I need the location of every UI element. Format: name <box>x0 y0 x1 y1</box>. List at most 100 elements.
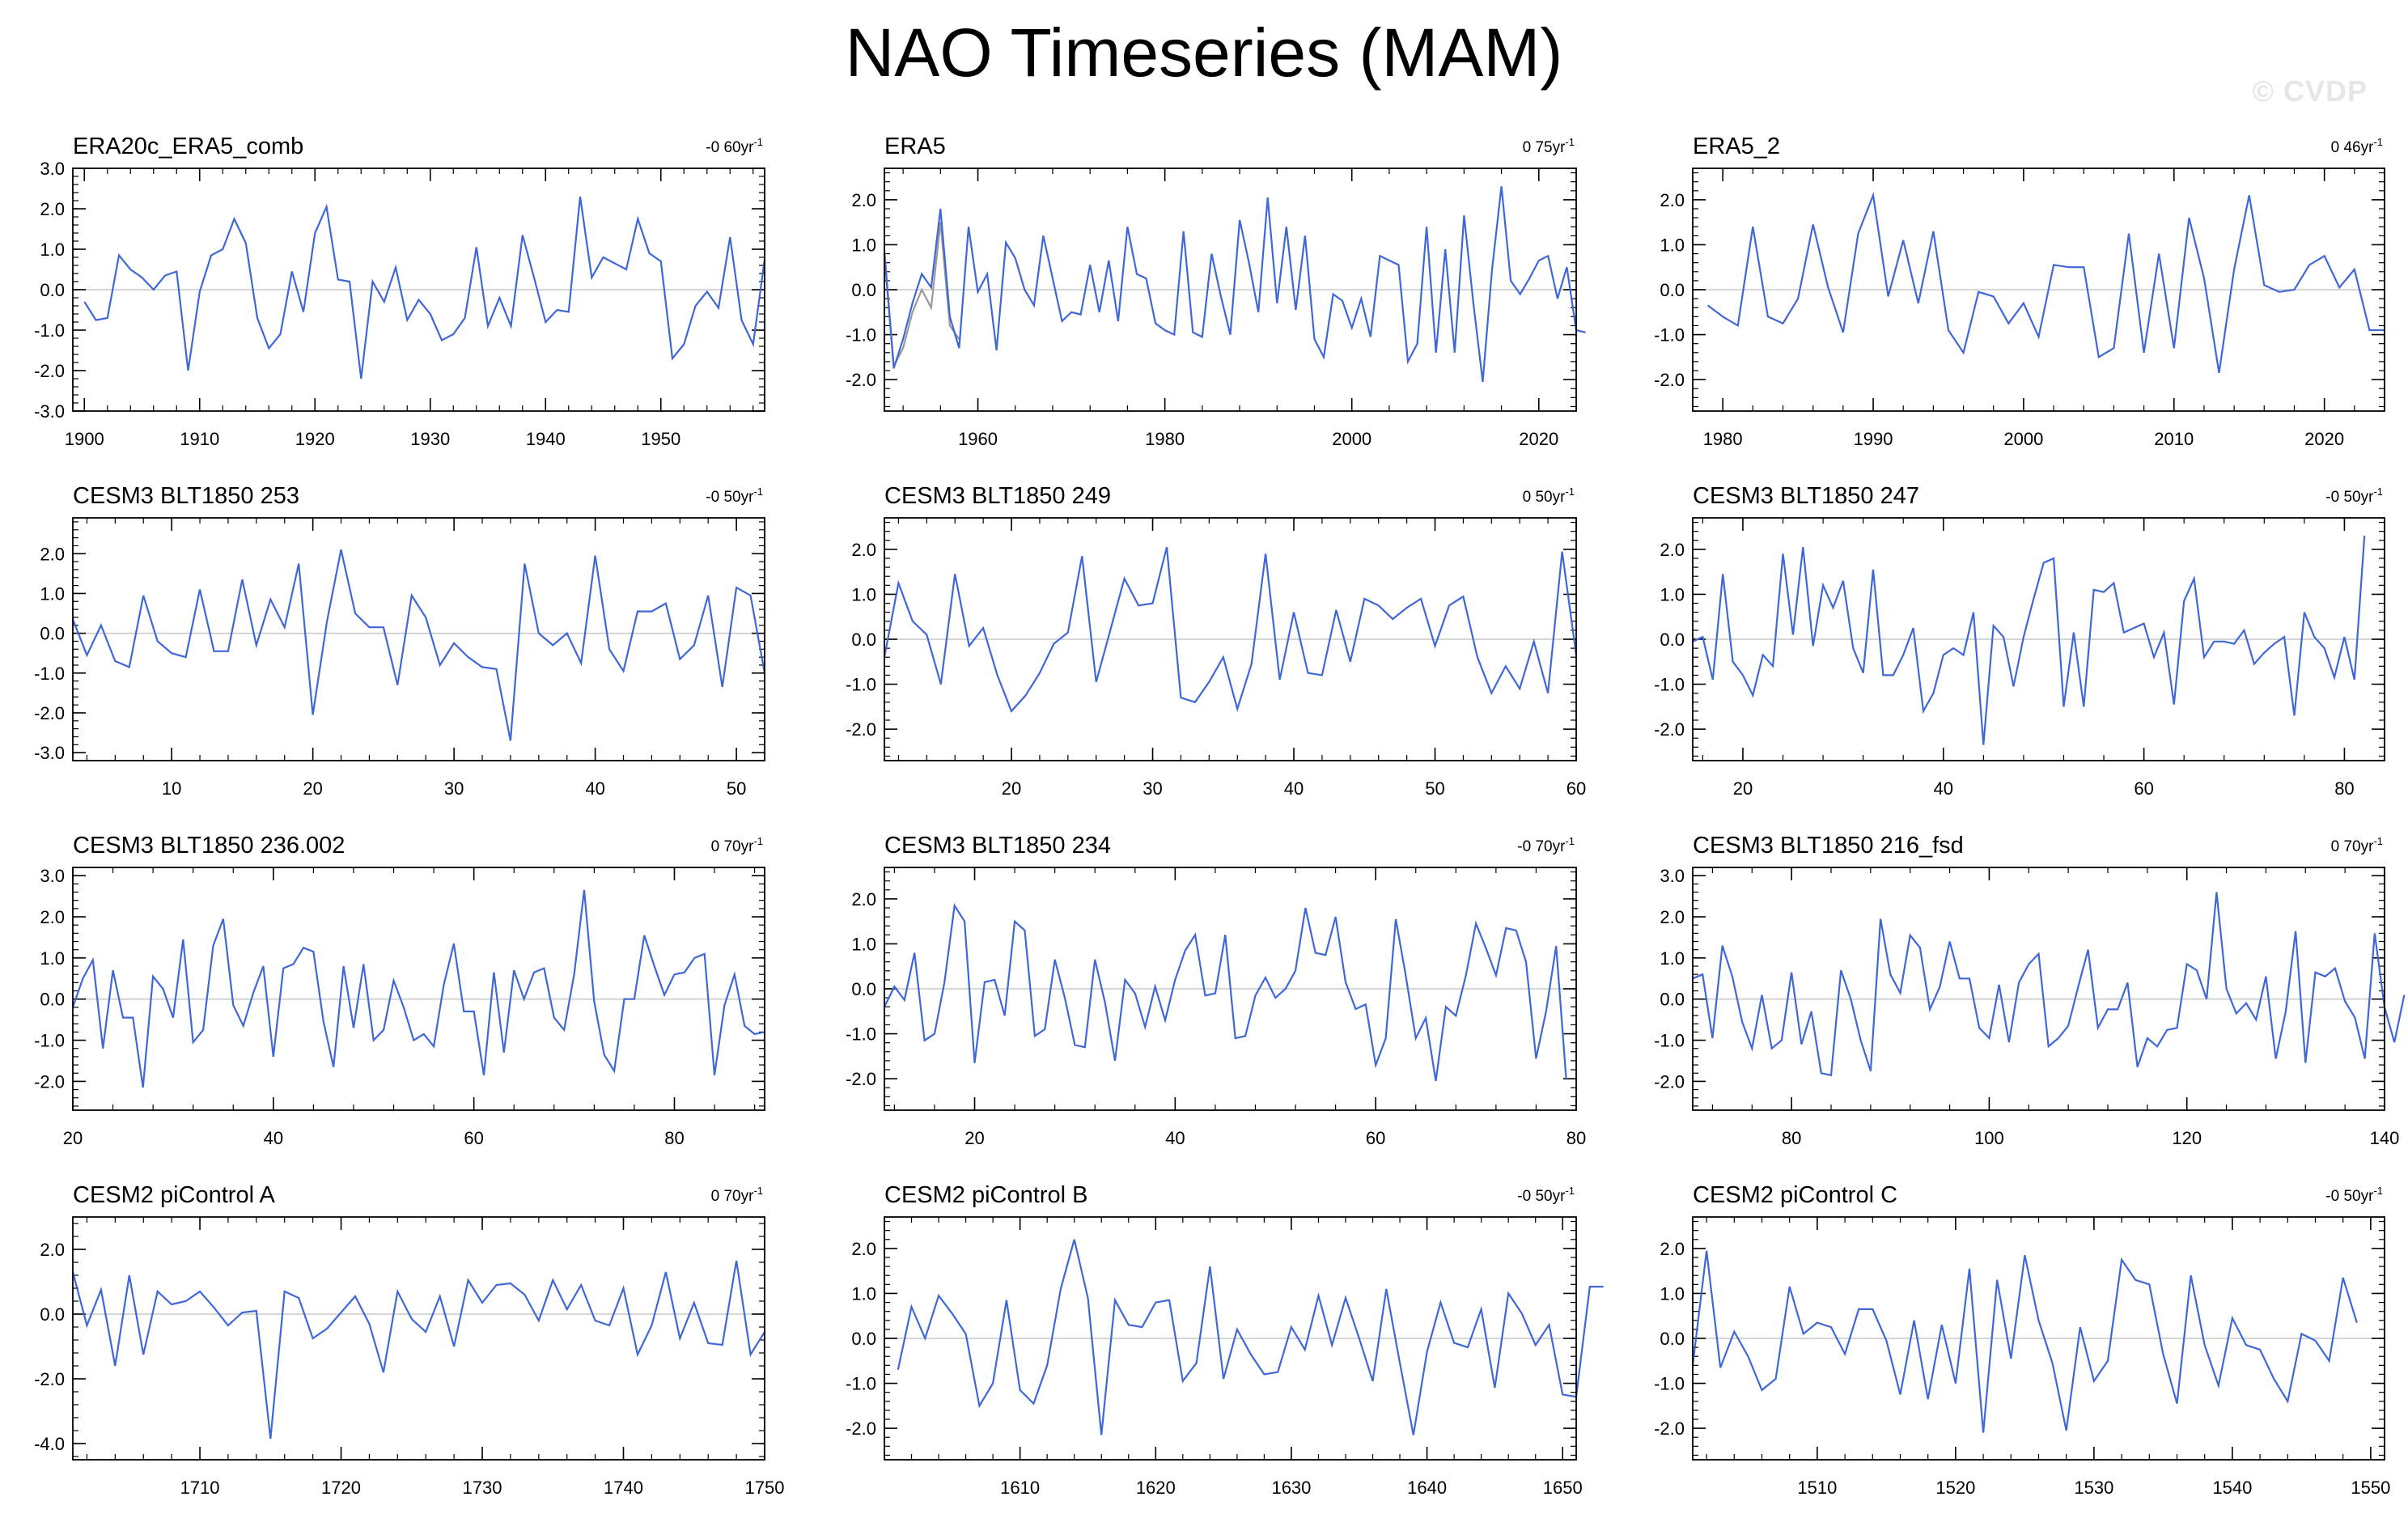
x-tick-label: 1900 <box>65 429 104 449</box>
x-tick-label: 1730 <box>463 1478 502 1498</box>
y-tick-label: -2.0 <box>34 1071 65 1092</box>
plot-frame <box>72 517 765 761</box>
y-tick-label: -2.0 <box>846 370 876 390</box>
y-tick-label: 3.0 <box>40 159 65 179</box>
y-tick-label: 2.0 <box>851 889 876 910</box>
panel-title: CESM3 BLT1850 236.002 <box>73 833 345 859</box>
figure-title: NAO Timeseries (MAM) <box>845 15 1563 91</box>
trend-exponent: -1 <box>1565 136 1575 148</box>
y-tick-label: 0.0 <box>1660 630 1685 650</box>
y-tick-label: -1.0 <box>34 320 65 341</box>
panel-12: CESM2 piControl C -0 50yr-1 2.0 1.0 0.0 -1.0 -… <box>1654 1182 2390 1498</box>
plot-frame <box>884 167 1577 412</box>
y-tick-label: -2.0 <box>1654 1418 1685 1439</box>
panel-title: CESM3 BLT1850 216_fsd <box>1693 833 1964 859</box>
y-tick-label: -2.0 <box>846 719 876 740</box>
panel-title: CESM3 BLT1850 234 <box>884 833 1111 859</box>
trend-label: -0 50yr-1 <box>1517 1185 1575 1205</box>
y-tick-label: -2.0 <box>34 1369 65 1389</box>
x-tick-label: 1630 <box>1271 1478 1311 1498</box>
trend-exponent: -1 <box>753 835 763 847</box>
y-tick-label: 0.0 <box>851 280 876 300</box>
panel-title: CESM2 piControl B <box>884 1182 1087 1208</box>
panel-title: ERA5 <box>884 134 946 159</box>
series-line <box>884 903 1567 1082</box>
y-tick-label: -2.0 <box>34 703 65 723</box>
x-tick-label: 1940 <box>526 429 566 449</box>
x-tick-label: 30 <box>444 778 464 799</box>
y-tick-label: 3.0 <box>1660 866 1685 886</box>
plot-frame <box>72 167 765 412</box>
y-tick-label: 1.0 <box>40 583 65 604</box>
series-line <box>1692 892 2406 1077</box>
plot-frame <box>72 1216 765 1461</box>
panel-10: CESM2 piControl A 0 70yr-1 2.0 0.0 -2.0 -4.0 1… <box>34 1182 784 1498</box>
y-tick-label: 1.0 <box>1660 1283 1685 1304</box>
y-tick-label: 1.0 <box>851 235 876 255</box>
trend-exponent: -1 <box>753 486 763 498</box>
x-tick-label: 40 <box>585 778 604 799</box>
y-tick-label: 0.0 <box>851 1329 876 1349</box>
x-tick-label: 2020 <box>2304 429 2344 449</box>
y-tick-label: 2.0 <box>40 544 65 564</box>
trend-label: -0 50yr-1 <box>2325 1185 2383 1205</box>
x-tick-label: 1650 <box>1543 1478 1583 1498</box>
trend-label: -0 60yr-1 <box>706 136 763 156</box>
panel-title: CESM3 BLT1850 253 <box>73 483 299 509</box>
trend-exponent: -1 <box>2373 486 2383 498</box>
y-tick-label: 0.0 <box>40 1304 65 1325</box>
panel-title: CESM2 piControl C <box>1693 1182 1897 1208</box>
panel-title: ERA5_2 <box>1693 134 1780 159</box>
x-tick-label: 1990 <box>1854 429 1893 449</box>
plot-frame <box>1692 867 2385 1111</box>
x-tick-label: 1640 <box>1407 1478 1447 1498</box>
x-tick-label: 1750 <box>745 1478 785 1498</box>
x-tick-label: 20 <box>964 1128 984 1148</box>
x-tick-label: 1910 <box>180 429 219 449</box>
y-tick-label: 2.0 <box>1660 190 1685 210</box>
x-tick-label: 60 <box>2134 778 2153 799</box>
y-tick-label: 2.0 <box>1660 907 1685 927</box>
x-tick-label: 120 <box>2172 1128 2202 1148</box>
y-tick-label: -1.0 <box>34 1031 65 1051</box>
series-line <box>1692 536 2366 745</box>
x-tick-label: 30 <box>1143 778 1162 799</box>
x-tick-label: 20 <box>303 778 322 799</box>
x-tick-label: 80 <box>2334 778 2354 799</box>
x-tick-label: 60 <box>464 1128 483 1148</box>
trend-exponent: -1 <box>753 1185 763 1197</box>
series-line <box>71 549 766 741</box>
plot-frame <box>884 517 1577 761</box>
y-tick-label: -4.0 <box>34 1434 65 1454</box>
y-tick-label: -1.0 <box>1654 1374 1685 1394</box>
plot-frame <box>1692 517 2385 761</box>
y-tick-label: -3.0 <box>34 401 65 422</box>
x-tick-label: 1980 <box>1145 429 1185 449</box>
plot-frame <box>72 867 765 1111</box>
series-line <box>883 546 1578 713</box>
trend-exponent: -1 <box>2373 835 2383 847</box>
y-tick-label: -2.0 <box>1654 719 1685 740</box>
x-tick-label: 1510 <box>1797 1478 1837 1498</box>
y-tick-label: -2.0 <box>1654 370 1685 390</box>
x-tick-label: 80 <box>1782 1128 1801 1148</box>
trend-label: -0 50yr-1 <box>2325 486 2383 506</box>
x-tick-label: 1980 <box>1703 429 1743 449</box>
y-tick-label: 0.0 <box>851 630 876 650</box>
y-tick-label: 1.0 <box>851 584 876 604</box>
series-line <box>897 1239 1604 1435</box>
x-tick-label: 1550 <box>2351 1478 2390 1498</box>
x-tick-label: 1610 <box>1000 1478 1040 1498</box>
y-tick-label: 2.0 <box>851 190 876 210</box>
series-line <box>71 1260 765 1440</box>
y-tick-label: 1.0 <box>851 1283 876 1304</box>
x-tick-label: 40 <box>1934 778 1953 799</box>
x-tick-label: 2020 <box>1519 429 1558 449</box>
y-tick-label: -1.0 <box>1654 325 1685 346</box>
x-tick-label: 1920 <box>295 429 335 449</box>
y-tick-label: 1.0 <box>1660 235 1685 255</box>
y-tick-label: 2.0 <box>1660 1239 1685 1259</box>
y-tick-label: -2.0 <box>1654 1071 1685 1092</box>
panel-8: CESM3 BLT1850 234 -0 70yr-1 2.0 1.0 0.0 -1.0 -… <box>846 833 1586 1148</box>
series-line <box>1691 1250 2358 1433</box>
